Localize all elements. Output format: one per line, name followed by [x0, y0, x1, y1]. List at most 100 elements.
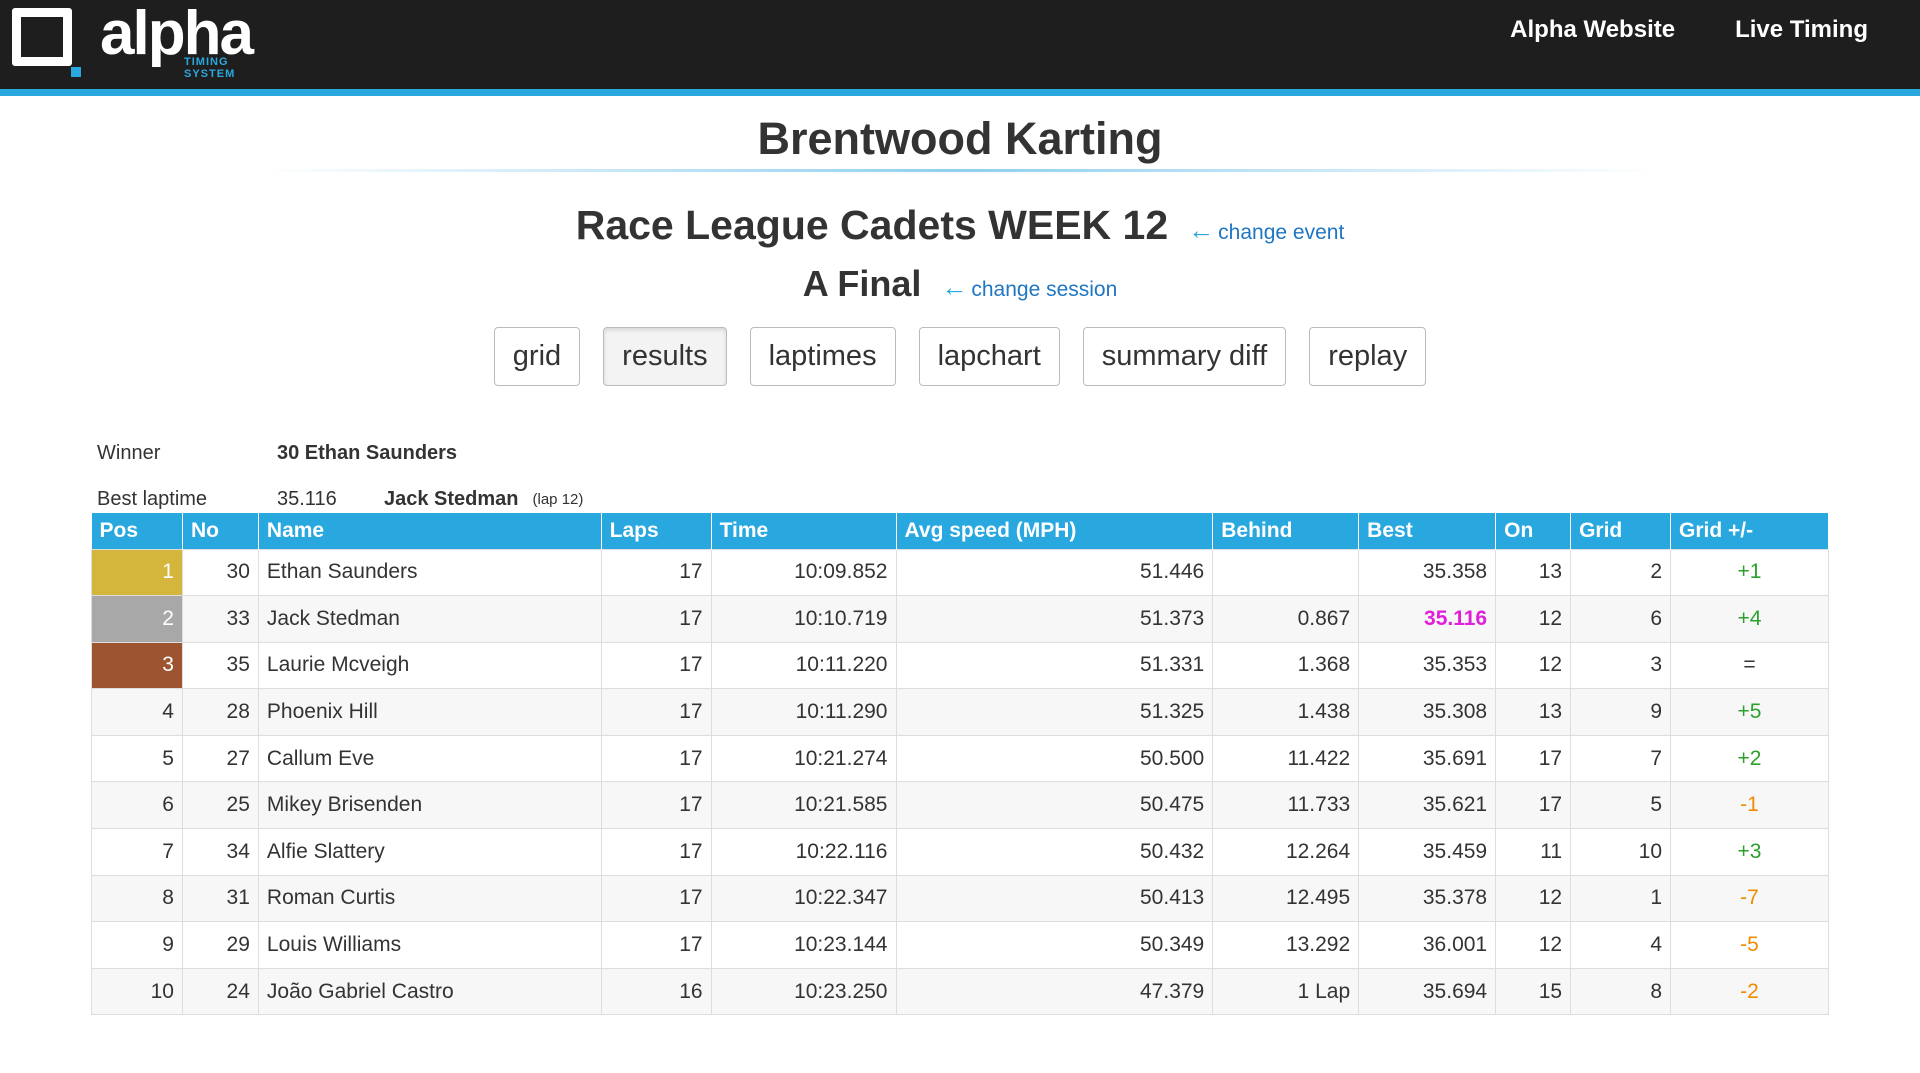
- header-row: Pos No Name Laps Time Avg speed (MPH) Behind Be…: [91, 513, 1829, 549]
- column-header[interactable]: Grid +/-: [1670, 513, 1829, 549]
- cell: 51.331: [895, 641, 1214, 690]
- column-header[interactable]: Time: [711, 513, 897, 549]
- cell: =: [1670, 641, 1829, 690]
- cell: 30: [181, 548, 259, 597]
- nav-link[interactable]: Live Timing: [1735, 16, 1868, 43]
- cell: 51.446: [895, 548, 1214, 597]
- cell: 10:11.290: [710, 688, 897, 736]
- cell: 50.349: [895, 921, 1214, 969]
- tab[interactable]: replay: [1309, 327, 1427, 386]
- cell: +2: [1670, 734, 1829, 783]
- cell: 35.378: [1358, 874, 1497, 923]
- logo[interactable]: alpha TIMING SYSTEM: [12, 0, 254, 80]
- cell: 51.325: [895, 688, 1214, 736]
- cell: 5: [91, 734, 183, 783]
- cell: +1: [1670, 548, 1829, 597]
- cell: 17: [1495, 781, 1572, 830]
- tab[interactable]: summary diff: [1082, 327, 1287, 386]
- cell: 6: [1570, 595, 1672, 643]
- cell: 10:21.274: [710, 734, 897, 783]
- cell: 10: [91, 967, 183, 1016]
- tab[interactable]: results: [603, 327, 727, 386]
- cell: -7: [1670, 874, 1829, 923]
- cell: 12.495: [1212, 874, 1360, 923]
- cell: Ethan Saunders: [257, 548, 602, 597]
- column-header[interactable]: Pos: [91, 513, 183, 549]
- cell: Alfie Slattery: [257, 828, 602, 876]
- cell: 17: [600, 688, 712, 736]
- cell: 12.264: [1212, 828, 1360, 876]
- tab[interactable]: grid: [493, 327, 581, 386]
- cell: 10:22.347: [710, 874, 897, 923]
- cell: 8: [1570, 967, 1672, 1016]
- result-row: 1 30 Ethan Saunders 17 10:09.852 51.446 35.358…: [91, 548, 1829, 597]
- cell: Roman Curtis: [257, 874, 602, 923]
- cell: -5: [1670, 921, 1829, 969]
- tab[interactable]: lapchart: [918, 327, 1060, 386]
- column-header[interactable]: On: [1495, 513, 1572, 549]
- cell: 31: [181, 874, 259, 923]
- cell: 4: [91, 688, 183, 736]
- cell: 17: [600, 734, 712, 783]
- nav-link[interactable]: Alpha Website: [1510, 16, 1676, 43]
- column-header[interactable]: Avg speed (MPH): [896, 513, 1214, 549]
- cell: 10:22.116: [710, 828, 897, 876]
- tab[interactable]: laptimes: [749, 327, 896, 386]
- cell: 50.475: [895, 781, 1214, 830]
- column-header[interactable]: Name: [258, 513, 602, 549]
- cell: 12: [1495, 595, 1572, 643]
- cell: 11.733: [1212, 781, 1360, 830]
- best-lap: (lap 12): [532, 490, 584, 508]
- cell: 50.432: [895, 828, 1214, 876]
- cell: 1 Lap: [1212, 967, 1360, 1016]
- cell: 27: [181, 734, 259, 783]
- cell: 3: [1570, 641, 1672, 690]
- cell: 35.308: [1358, 688, 1497, 736]
- cell: 10:10.719: [710, 595, 897, 643]
- cell: 17: [600, 641, 712, 690]
- cell: 35.353: [1358, 641, 1497, 690]
- cell: 9: [91, 921, 183, 969]
- cell: 17: [600, 781, 712, 830]
- cell: 35.459: [1358, 828, 1497, 876]
- result-row: 10 24 João Gabriel Castro 16 10:23.250 47.379…: [91, 967, 1829, 1016]
- cell: 5: [1570, 781, 1672, 830]
- cell: 2: [91, 595, 183, 643]
- cell: Phoenix Hill: [257, 688, 602, 736]
- cell: 12: [1495, 921, 1572, 969]
- result-row: 3 35 Laurie Mcveigh 17 10:11.220 51.331 1.368 3…: [91, 641, 1829, 690]
- table-body: 1 30 Ethan Saunders 17 10:09.852 51.446 35.358…: [91, 548, 1829, 1016]
- column-header[interactable]: Best: [1358, 513, 1497, 549]
- cell: 29: [181, 921, 259, 969]
- cell: 17: [600, 874, 712, 923]
- cell: 35.358: [1358, 548, 1497, 597]
- logo-sub: TIMING SYSTEM: [184, 56, 236, 80]
- column-header[interactable]: Laps: [601, 513, 712, 549]
- best-time: 35.116: [277, 487, 337, 510]
- change-session[interactable]: change session: [941, 272, 1117, 303]
- cell: 1.368: [1212, 641, 1360, 690]
- column-header[interactable]: No: [182, 513, 259, 549]
- cell: Callum Eve: [257, 734, 602, 783]
- cell: 16: [600, 967, 712, 1016]
- cell: João Gabriel Castro: [257, 967, 602, 1016]
- label: Best laptime: [97, 487, 208, 510]
- cell: 34: [181, 828, 259, 876]
- nav: Alpha Website Live Timing: [1510, 16, 1868, 44]
- result-row: 2 33 Jack Stedman 17 10:10.719 51.373 0.867 35.…: [91, 595, 1829, 643]
- change-event[interactable]: change event: [1188, 215, 1344, 246]
- cell: 1: [91, 548, 183, 597]
- cell: 10:09.852: [710, 548, 897, 597]
- cell: 4: [1570, 921, 1672, 969]
- cell: 35.691: [1358, 734, 1497, 783]
- logo-dot: [71, 67, 81, 77]
- logo-text: alpha: [100, 0, 254, 68]
- cell: [1212, 548, 1360, 597]
- cell: 25: [181, 781, 259, 830]
- cell: Jack Stedman: [257, 595, 602, 643]
- divider: [260, 169, 1660, 172]
- best-row: Best laptime 35.116 Jack Stedman (lap 12): [97, 476, 583, 522]
- column-header[interactable]: Grid: [1570, 513, 1672, 549]
- column-header[interactable]: Behind: [1212, 513, 1360, 549]
